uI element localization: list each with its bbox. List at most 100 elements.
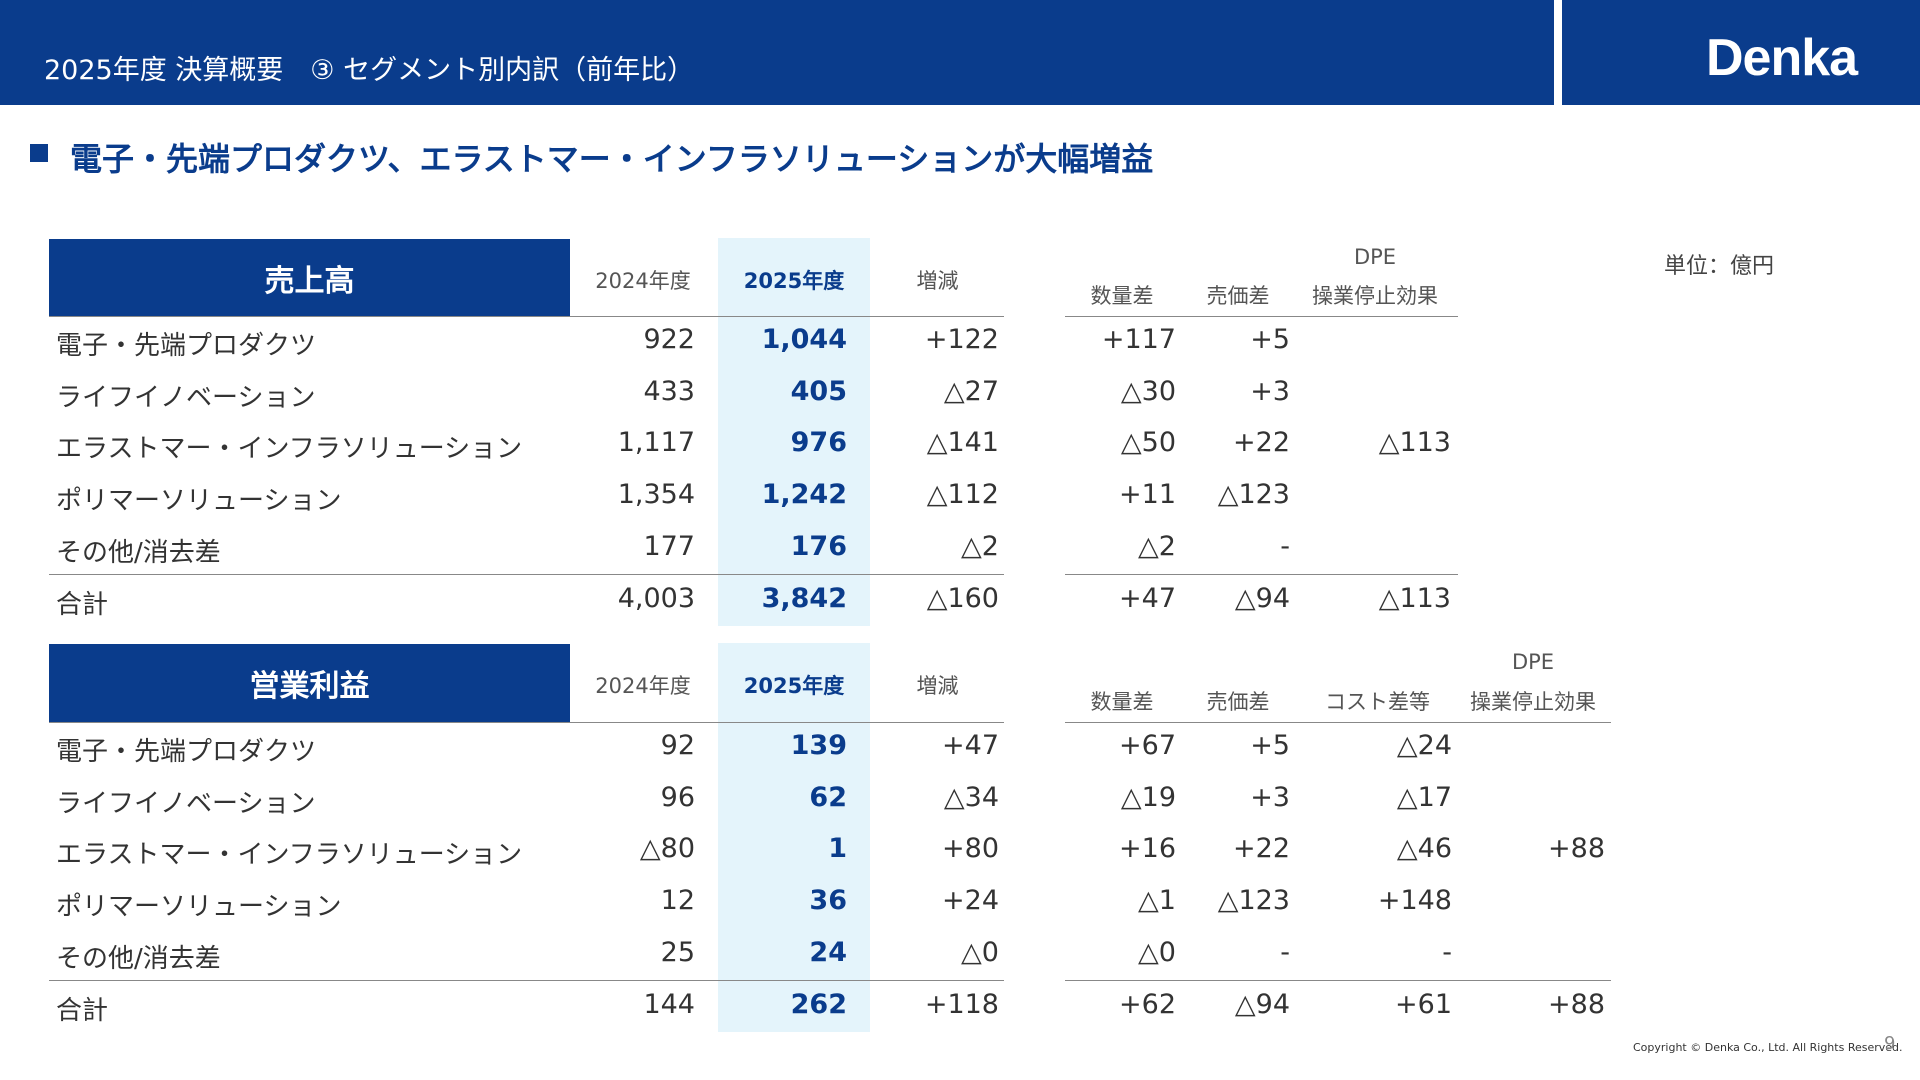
value-2024: 1,354	[617, 479, 695, 510]
sales-header-rule-right	[1065, 316, 1458, 317]
value-change: △141	[926, 427, 999, 458]
value-price: △123	[1217, 479, 1290, 510]
value-volume: △0	[1138, 937, 1176, 968]
sales-header-rule-left	[49, 316, 1004, 317]
value-change: +122	[924, 324, 999, 355]
value-volume: +62	[1119, 989, 1176, 1020]
op-header-rule-left	[49, 722, 1004, 723]
row-label: ライフイノベーション	[56, 383, 316, 413]
value-price: △94	[1234, 989, 1290, 1020]
header-bar	[0, 0, 1554, 105]
value-2025: 1	[828, 833, 847, 864]
sales-col-dpe-bottom: 操業停止効果	[1312, 284, 1438, 308]
sales-col-2024: 2024年度	[595, 269, 691, 293]
page-number: 9	[1884, 1033, 1896, 1054]
value-2025: 405	[790, 376, 847, 407]
sales-col-price: 売価差	[1206, 284, 1270, 308]
value-volume: +16	[1119, 833, 1176, 864]
row-label: ポリマーソリューション	[56, 892, 342, 922]
highlight-2025-sales	[718, 238, 870, 626]
value-cost: △17	[1396, 782, 1452, 813]
value-dpe: +88	[1548, 989, 1605, 1020]
value-2024: 922	[643, 324, 695, 355]
value-2025: 976	[790, 427, 847, 458]
logo-area	[1562, 0, 1920, 105]
value-volume: △19	[1120, 782, 1176, 813]
value-price: +22	[1233, 427, 1290, 458]
value-2025: 1,242	[761, 479, 847, 510]
value-dpe: +88	[1548, 833, 1605, 864]
op-col-price: 売価差	[1206, 690, 1270, 714]
row-label: 電子・先端プロダクツ	[56, 737, 317, 767]
row-label: 合計	[56, 590, 109, 620]
value-cost: △24	[1396, 730, 1452, 761]
value-price: +5	[1250, 730, 1290, 761]
highlight-2025-op	[718, 643, 870, 1032]
value-change: △27	[943, 376, 999, 407]
value-change: +24	[942, 885, 999, 916]
op-col-2025: 2025年度	[743, 674, 845, 698]
value-change: △0	[961, 937, 999, 968]
value-2024: 177	[643, 531, 695, 562]
value-2024: 92	[660, 730, 695, 761]
op-block-title: 営業利益	[49, 644, 570, 722]
value-2025: 262	[790, 989, 847, 1020]
value-2024: △80	[639, 833, 695, 864]
value-2024: 144	[643, 989, 695, 1020]
sales-total-rule-right	[1065, 574, 1458, 575]
op-total-rule-left	[49, 980, 1004, 981]
value-volume: +47	[1119, 583, 1176, 614]
value-volume: +67	[1119, 730, 1176, 761]
value-volume: △1	[1138, 885, 1176, 916]
value-cost: +148	[1377, 885, 1452, 916]
row-label: 合計	[56, 996, 109, 1026]
value-cost: △46	[1396, 833, 1452, 864]
value-price: +22	[1233, 833, 1290, 864]
row-label: エラストマー・インフラソリューション	[56, 840, 523, 870]
row-label: ポリマーソリューション	[56, 486, 342, 516]
value-change: △112	[926, 479, 999, 510]
unit-label: 単位：億円	[1664, 254, 1775, 279]
sales-col-volume: 数量差	[1090, 284, 1154, 308]
value-dpe: △113	[1378, 427, 1451, 458]
company-logo: Denka	[1706, 29, 1858, 87]
row-label: その他/消去差	[56, 944, 221, 974]
value-volume: △30	[1120, 376, 1176, 407]
op-col-cost: コスト差等	[1325, 690, 1430, 714]
value-change: △160	[926, 583, 999, 614]
value-price: +3	[1250, 376, 1290, 407]
op-col-2024: 2024年度	[595, 674, 691, 698]
value-volume: +11	[1119, 479, 1176, 510]
square-bullet-icon	[30, 144, 48, 162]
sales-total-rule-left	[49, 574, 1004, 575]
op-total-rule-right	[1065, 980, 1611, 981]
value-price: +5	[1250, 324, 1290, 355]
value-price: △94	[1234, 583, 1290, 614]
value-volume: △2	[1138, 531, 1176, 562]
value-2024: 96	[660, 782, 695, 813]
value-2024: 1,117	[617, 427, 695, 458]
value-2025: 3,842	[761, 583, 847, 614]
value-dpe: △113	[1378, 583, 1451, 614]
value-price: -	[1280, 937, 1290, 968]
headline: 電子・先端プロダクツ、エラストマー・インフラソリューションが大幅増益	[70, 140, 1154, 178]
copyright: Copyright © Denka Co., Ltd. All Rights R…	[1633, 1041, 1903, 1054]
slide-title: 2025年度 決算概要 ③ セグメント別内訳（前年比）	[44, 55, 695, 86]
value-2025: 62	[809, 782, 847, 813]
sales-col-change: 増減	[916, 269, 959, 293]
row-label: ライフイノベーション	[56, 789, 316, 819]
op-col-volume: 数量差	[1090, 690, 1154, 714]
value-2024: 433	[643, 376, 695, 407]
value-change: △2	[961, 531, 999, 562]
value-2024: 12	[660, 885, 695, 916]
value-change: +118	[924, 989, 999, 1020]
value-cost: +61	[1395, 989, 1452, 1020]
value-change: +80	[942, 833, 999, 864]
value-2025: 139	[790, 730, 847, 761]
value-price: -	[1280, 531, 1290, 562]
sales-block-title: 売上高	[49, 239, 570, 317]
value-2025: 1,044	[761, 324, 847, 355]
value-price: +3	[1250, 782, 1290, 813]
value-volume: △50	[1120, 427, 1176, 458]
op-header-rule-right	[1065, 722, 1611, 723]
